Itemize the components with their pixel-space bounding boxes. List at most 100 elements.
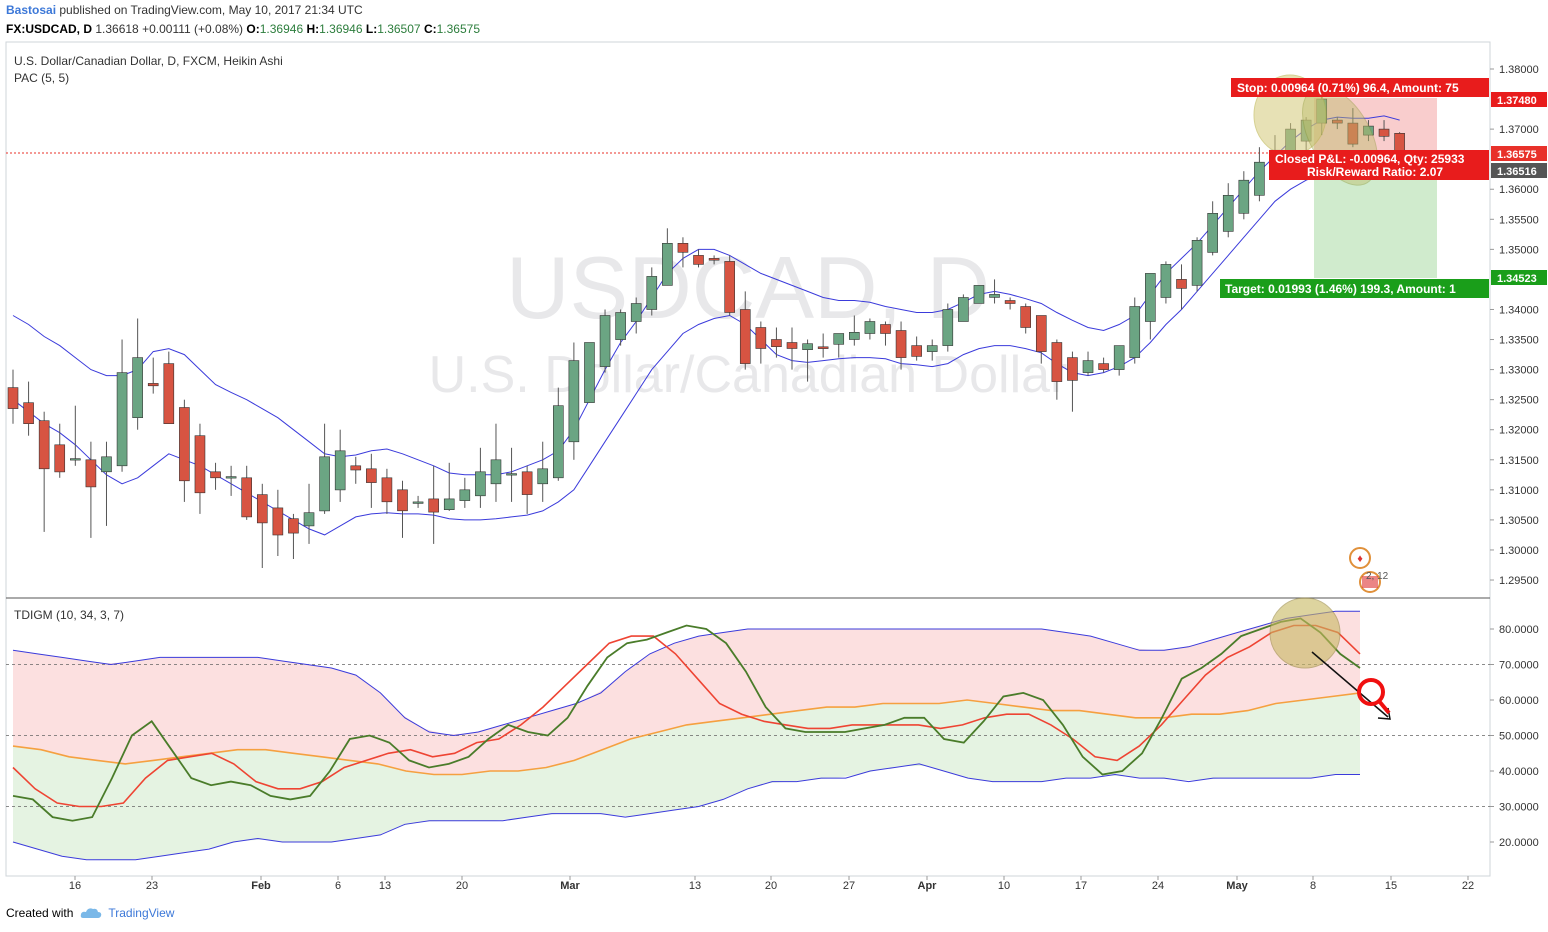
candle-body: [1067, 357, 1078, 381]
candle-body: [428, 498, 439, 513]
last-price-tag-text: 1.36575: [1497, 149, 1537, 161]
candle-body: [958, 297, 969, 322]
time-tick-label: 16: [69, 880, 81, 892]
tdi-tick-label: 60.0000: [1499, 695, 1539, 707]
stop-label-box[interactable]: [1231, 78, 1489, 97]
candle-body: [599, 315, 611, 367]
time-tick-label: 17: [1075, 880, 1087, 892]
canada-flag-icon[interactable]: [1349, 547, 1371, 569]
time-tick-label: Feb: [251, 880, 271, 892]
price-tick-label: 1.37000: [1499, 124, 1539, 136]
candle-body: [615, 312, 626, 340]
price-tick-label: 1.33000: [1499, 365, 1539, 377]
candle-body: [911, 345, 922, 357]
candle-body: [1347, 122, 1359, 145]
tdi-upper-fill: [13, 611, 1360, 775]
candle-body: [864, 321, 876, 334]
entry-price-tag-text: 1.36516: [1497, 166, 1537, 178]
brand-text: TradingView: [108, 906, 175, 920]
candle-body: [1394, 133, 1405, 153]
candle-body: [163, 363, 175, 425]
candle-body: [54, 444, 66, 473]
candle-body: [1129, 306, 1141, 358]
candle-body: [1113, 345, 1125, 370]
open-label: O:: [246, 22, 260, 36]
candle-body: [1238, 179, 1250, 214]
time-axis[interactable]: 16 23 Feb 6 13 20 Mar 13 20 27 Apr 10 17 24 May 8 15 22: [69, 876, 1474, 892]
last-price-tag: [1491, 146, 1547, 161]
pac-legend[interactable]: PAC (5, 5): [14, 71, 69, 85]
candle-body: [817, 346, 829, 349]
main-legend[interactable]: U.S. Dollar/Canadian Dollar, D, FXCM, He…: [14, 54, 283, 68]
entry-price-tag: [1491, 163, 1547, 178]
rr-label: Risk/Reward Ratio: 2.07: [1307, 165, 1443, 179]
cloud-icon: [81, 908, 102, 918]
candle-body: [366, 468, 377, 483]
stop-label: Stop: 0.00964 (0.71%) 96.4, Amount: 75: [1237, 81, 1459, 95]
candle-body: [708, 258, 720, 261]
tradingview-link[interactable]: TradingView: [79, 906, 174, 920]
target-label-box[interactable]: [1220, 279, 1489, 298]
price-axis[interactable]: 1.38000 1.37000 1.36000 1.35500 1.35000 1.340…: [1490, 64, 1539, 587]
time-tick-label: 13: [689, 880, 701, 892]
candle-body: [412, 501, 424, 504]
pl-label-box[interactable]: [1269, 150, 1489, 180]
tdi-price-line: [12, 624, 1361, 808]
stop-price-tag-text: 1.37480: [1497, 95, 1537, 107]
magnifier-handle: [1377, 699, 1391, 715]
candle-body: [1191, 240, 1203, 286]
time-tick-label: 20: [456, 880, 468, 892]
footer: Created with TradingView: [6, 906, 174, 920]
candle-body: [506, 473, 517, 476]
low-value: 1.36507: [377, 22, 421, 36]
candle-body: [973, 285, 985, 304]
time-tick-label: 6: [335, 880, 341, 892]
candle-body: [85, 459, 97, 488]
tdi-axis[interactable]: 80.0000 70.0000 60.0000 50.0000 40.0000 30.00…: [1490, 624, 1539, 849]
time-tick-label: 20: [765, 880, 777, 892]
candle-body: [1020, 306, 1032, 328]
ohlc-line: FX:USDCAD, D 1.36618 +0.00111 (+0.08%) O…: [6, 22, 480, 36]
candle-body: [132, 357, 143, 419]
price-tick-label: 1.35000: [1499, 244, 1539, 256]
candle-body: [272, 507, 284, 536]
author-link[interactable]: Bastosai: [6, 3, 57, 17]
tdi-tick-label: 80.0000: [1499, 624, 1539, 636]
time-tick-label: 23: [146, 880, 158, 892]
target-label: Target: 0.01993 (1.46%) 199.3, Amount: 1: [1225, 282, 1456, 296]
candle-body: [849, 331, 860, 340]
candle-body: [755, 327, 767, 349]
candle-body: [241, 477, 252, 518]
stop-zone[interactable]: [1314, 98, 1437, 154]
us-flag-fill: [1362, 576, 1378, 588]
tdi-lower-fill: [13, 692, 1360, 860]
candle-body: [1098, 363, 1109, 370]
low-label: L:: [365, 22, 378, 36]
price-tick-label: 1.32500: [1499, 395, 1539, 407]
time-tick-label: 10: [998, 880, 1010, 892]
candle-body: [288, 518, 299, 534]
candle-body: [1222, 195, 1234, 232]
candle-body: [646, 276, 658, 310]
price-tick-label: 1.31000: [1499, 485, 1539, 497]
tdi-layer: [6, 610, 1490, 861]
tdi-lower-band-line: [12, 763, 1360, 861]
candle-body: [1176, 279, 1187, 289]
symbol-label[interactable]: FX:USDCAD, D: [6, 22, 92, 36]
candle-body: [693, 255, 704, 265]
candle-body: [225, 476, 237, 479]
candle-body: [771, 339, 782, 347]
tdi-legend[interactable]: TDIGM (10, 34, 3, 7): [14, 608, 124, 622]
price-tick-label: 1.36000: [1499, 184, 1539, 196]
created-with-text: Created with: [6, 906, 74, 920]
candle-body: [194, 435, 206, 494]
candle-body: [303, 512, 315, 527]
price-tick-label: 1.30000: [1499, 545, 1539, 557]
target-price-tag: [1491, 270, 1547, 285]
high-label: H:: [306, 22, 320, 36]
candle-body: [1004, 300, 1016, 304]
price-tick-label: 1.31500: [1499, 455, 1539, 467]
time-tick-label: May: [1226, 880, 1248, 892]
candle-body: [521, 471, 533, 495]
